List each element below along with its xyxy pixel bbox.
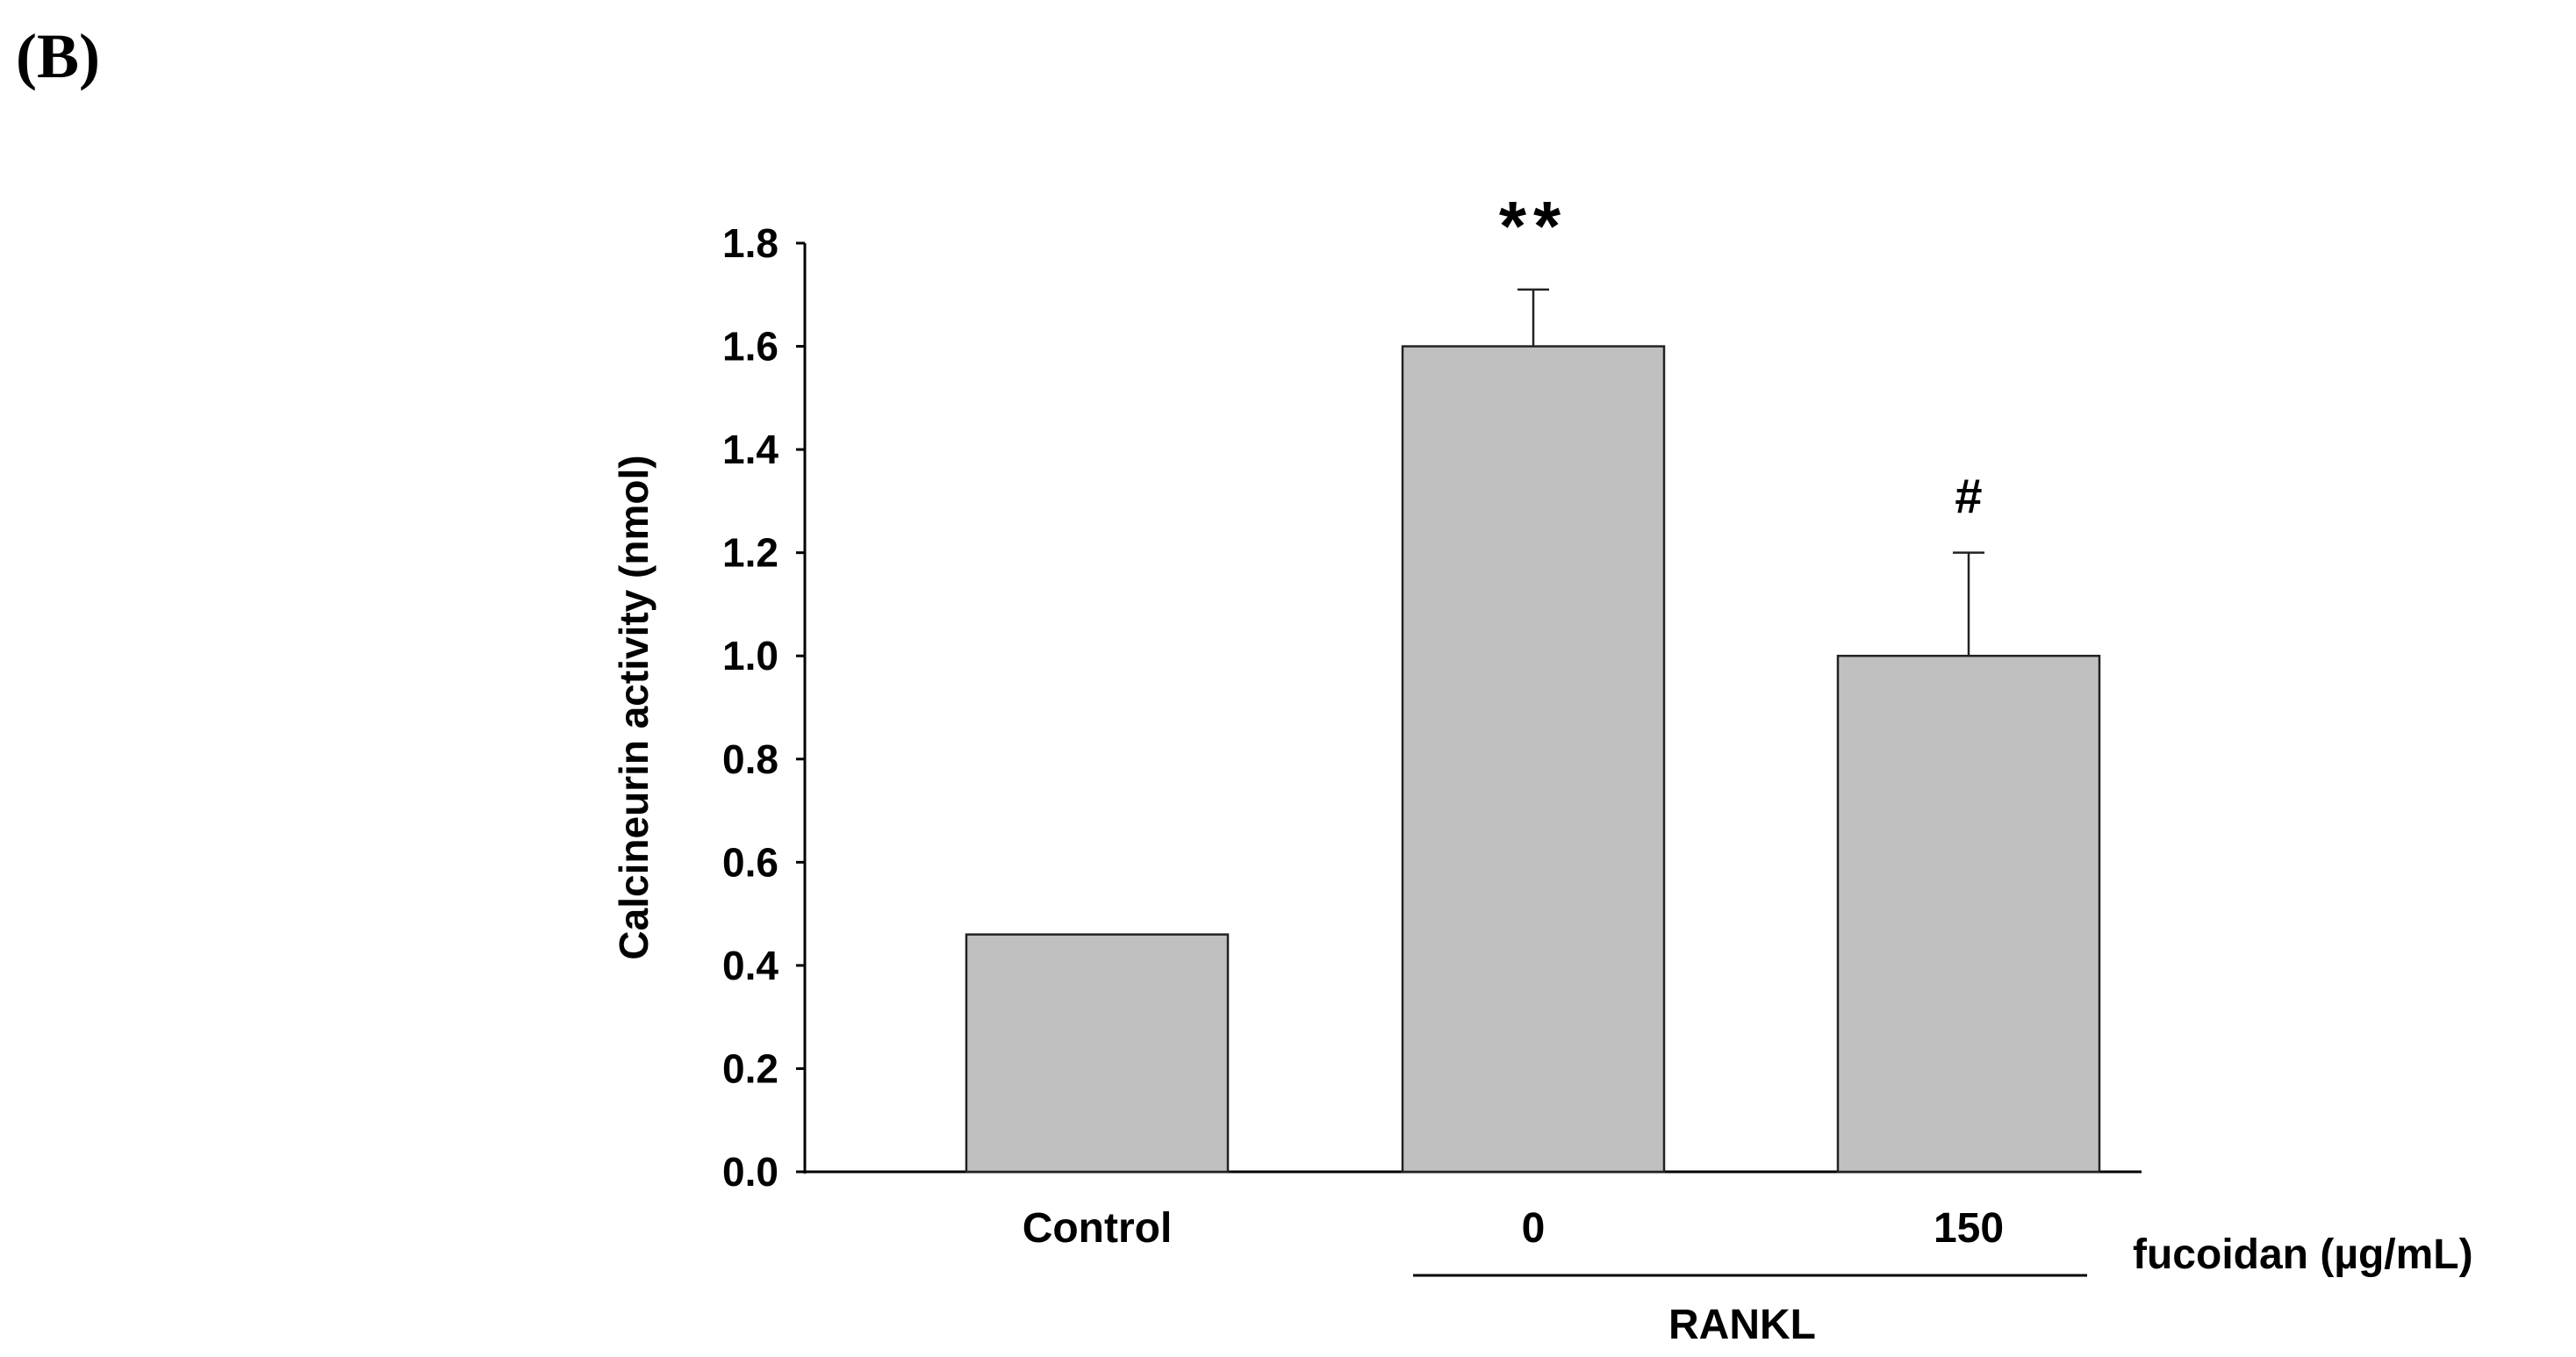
y-tick-label: 1.2 (722, 530, 779, 576)
x-tick-label: Control (1023, 1205, 1173, 1252)
y-tick-label: 0.8 (722, 736, 779, 782)
y-tick-label: 1.4 (722, 427, 779, 472)
fucoidan-unit-label: fucoidan (µg/mL) (2133, 1231, 2473, 1278)
bar-control (965, 933, 1230, 1174)
significance-marker: # (1955, 469, 1982, 524)
x-tick-label: 0 (1522, 1205, 1546, 1252)
y-tick-label: 1.6 (722, 324, 779, 370)
bar-0 (1401, 345, 1666, 1174)
bar-150 (1836, 654, 2101, 1174)
rankl-group-label: RANKL (1668, 1302, 1816, 1348)
significance-marker: ** (1499, 187, 1568, 265)
y-tick-label: 0.4 (722, 943, 779, 988)
panel-label: (B) (16, 21, 100, 91)
y-axis-label: Calcineurin activity (nmol) (611, 455, 657, 959)
y-tick-label: 0.6 (722, 839, 779, 885)
y-tick-label: 1.8 (722, 220, 779, 266)
x-tick-label: 150 (1934, 1205, 2004, 1252)
y-tick-label: 0.2 (722, 1045, 779, 1091)
y-tick-label: 1.0 (722, 633, 779, 678)
y-tick-label: 0.0 (722, 1149, 779, 1195)
